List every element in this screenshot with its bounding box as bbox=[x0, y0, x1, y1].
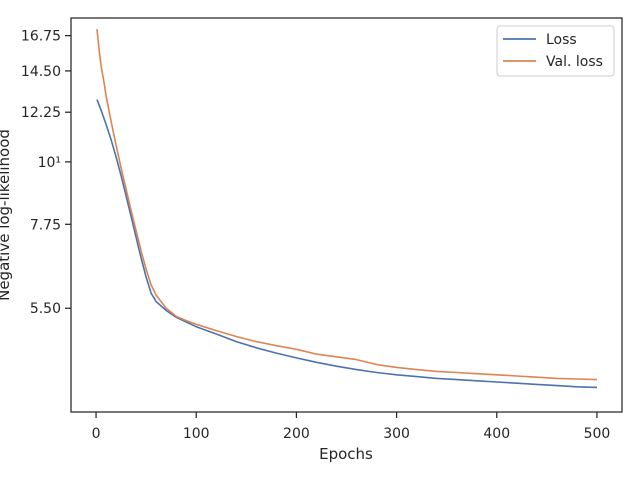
y-tick-label: 14.50 bbox=[21, 64, 61, 80]
legend: Loss Val. loss bbox=[496, 25, 615, 77]
legend-label-loss: Loss bbox=[546, 32, 577, 48]
x-tick-label: 300 bbox=[383, 426, 410, 442]
x-axis-title: Epochs bbox=[319, 445, 373, 463]
y-tick-label: 12.25 bbox=[21, 105, 61, 121]
series-line-0 bbox=[96, 99, 598, 389]
y-axis-title: Negative log-likelihood bbox=[0, 129, 13, 301]
series-layer bbox=[96, 29, 598, 389]
x-axis: 0 100 200 300 400 500 bbox=[92, 412, 611, 442]
plot-frame bbox=[70, 17, 623, 413]
x-tick-label: 200 bbox=[283, 426, 310, 442]
y-tick-label: 10¹ bbox=[38, 155, 61, 171]
y-tick-label: 16.75 bbox=[21, 29, 61, 45]
series-line-1 bbox=[96, 29, 598, 381]
x-tick-label: 500 bbox=[584, 426, 611, 442]
x-tick-label: 0 bbox=[92, 426, 101, 442]
y-axis: 5.50 7.75 10¹ 12.25 14.50 16.75 bbox=[21, 29, 71, 317]
y-tick-label: 7.75 bbox=[30, 217, 61, 233]
y-tick-label: 5.50 bbox=[30, 301, 61, 317]
x-tick-label: 100 bbox=[183, 426, 210, 442]
legend-label-val-loss: Val. loss bbox=[546, 54, 603, 70]
x-tick-label: 400 bbox=[483, 426, 510, 442]
